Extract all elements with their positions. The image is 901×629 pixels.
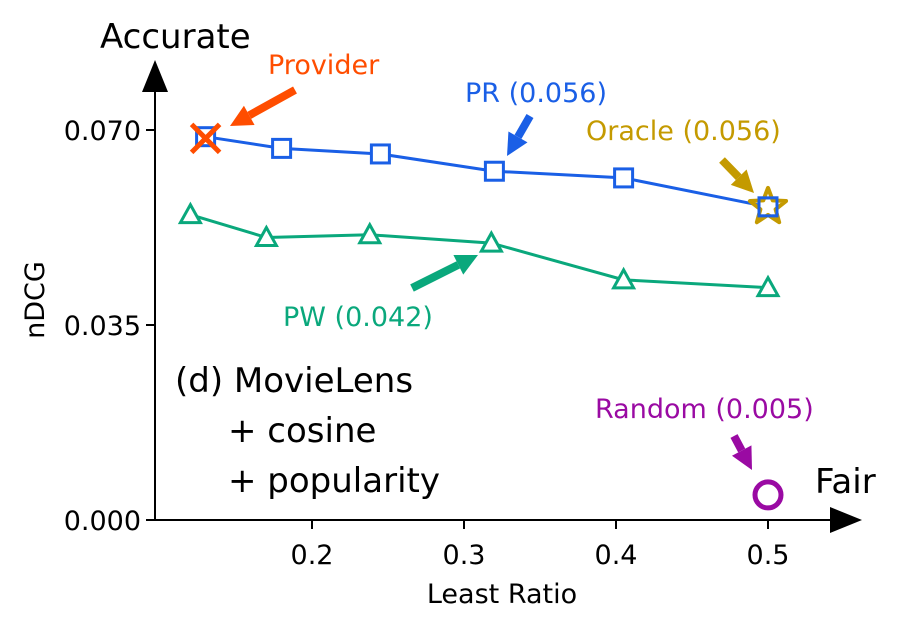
- arrow-pr-shaft: [514, 114, 534, 139]
- arrow-oracle-head: [730, 169, 754, 193]
- data-point-pr: [613, 167, 635, 189]
- arrow-pw-head: [453, 255, 478, 275]
- arrow-random: [730, 434, 752, 470]
- series-lines: [189, 135, 769, 290]
- annotation-oracle: Oracle (0.056): [586, 116, 781, 147]
- annotation-pw: PW (0.042): [283, 302, 433, 333]
- annotation-pr: PR (0.056): [465, 78, 607, 109]
- data-point-provider: [189, 122, 222, 155]
- y-axis-end-label: Accurate: [100, 17, 251, 57]
- annotations: Provider PR (0.056) Oracle (0.056) PW (0.04…: [230, 50, 814, 470]
- series-line-pr: [205, 135, 769, 209]
- axes: 0.2 0.3 0.4 0.5 0.000 0.035 0.070 Least Ratio nD…: [20, 17, 876, 610]
- arrow-provider-shaft: [247, 86, 297, 119]
- y-tick-label: 0.000: [64, 506, 141, 537]
- data-point-pw: [177, 201, 203, 225]
- data-point-pw: [357, 221, 383, 245]
- y-axis-label: nDCG: [20, 261, 51, 339]
- arrow-pw: [410, 255, 478, 292]
- annotation-provider: Provider: [268, 50, 380, 81]
- x-axis-arrowhead: [830, 507, 862, 533]
- data-point-pr: [271, 137, 293, 159]
- data-point-random: [752, 479, 784, 511]
- data-point-pr: [369, 143, 391, 165]
- arrow-provider: [230, 86, 297, 126]
- arrow-oracle-shaft: [719, 157, 742, 180]
- arrow-pw-shaft: [410, 261, 461, 292]
- arrow-oracle: [719, 157, 754, 193]
- x-tick-label: 0.2: [291, 540, 334, 571]
- x-tick-label: 0.4: [595, 540, 638, 571]
- data-point-pw: [755, 274, 781, 298]
- arrow-provider-head: [230, 105, 255, 126]
- panel-label-line-2: + cosine: [228, 411, 376, 451]
- arrow-pr-head: [507, 131, 528, 156]
- y-axis-arrowhead: [142, 60, 168, 92]
- arrow-random-head: [731, 445, 752, 470]
- y-tick-label: 0.070: [64, 116, 141, 147]
- arrow-random-shaft: [730, 434, 746, 453]
- panel-label-line-1: (d) MovieLens: [175, 361, 413, 401]
- arrow-pr: [507, 114, 534, 156]
- data-point-pw: [478, 230, 504, 253]
- x-axis-end-label: Fair: [815, 462, 876, 502]
- series-markers: [177, 122, 789, 511]
- data-point-pr: [483, 160, 505, 182]
- series-line-pw: [189, 213, 769, 290]
- x-axis-label: Least Ratio: [427, 579, 577, 610]
- y-tick-label: 0.035: [64, 311, 141, 342]
- data-point-pr: [757, 196, 779, 218]
- data-point-pw: [253, 224, 279, 248]
- panel-label-line-3: + popularity: [228, 461, 440, 501]
- data-point-pw: [611, 266, 637, 290]
- x-tick-label: 0.3: [443, 540, 486, 571]
- annotation-random: Random (0.005): [595, 394, 814, 425]
- x-tick-label: 0.5: [747, 540, 790, 571]
